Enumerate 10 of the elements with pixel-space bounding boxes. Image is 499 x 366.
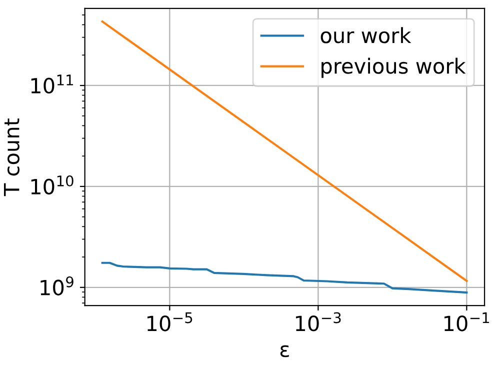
y-axis-title: T count [4, 118, 20, 196]
x-axis-title: ε [280, 345, 289, 358]
x-tick-label: 10$^{−3}$ [296, 312, 341, 332]
x-tick-label: 10$^{−5}$ [147, 312, 192, 332]
y-tick-label: 10$^{9}$ [40, 276, 74, 296]
legend-label: previous work [322, 58, 466, 78]
legend-label: our work [320, 27, 412, 44]
y-tick-label: 10$^{11}$ [31, 74, 73, 94]
x-tick-label: 10$^{−1}$ [444, 312, 490, 332]
y-tick-label: 10$^{10}$ [31, 175, 74, 194]
